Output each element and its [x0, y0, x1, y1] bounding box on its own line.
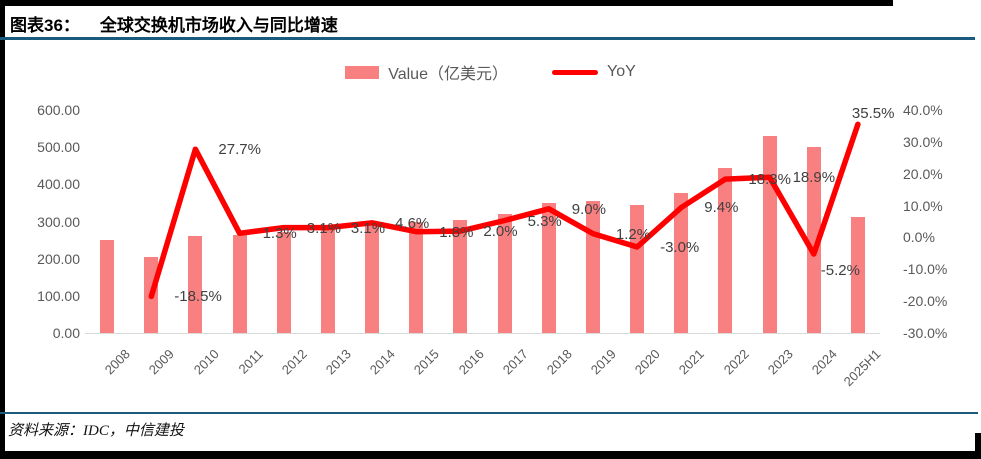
- yoy-data-label: 18.3%: [748, 171, 791, 189]
- left-axis-tick: 600.00: [37, 102, 80, 118]
- yoy-data-label: -3.0%: [660, 238, 700, 256]
- x-axis-label: 2019: [587, 346, 619, 378]
- x-axis-label: 2016: [455, 346, 487, 378]
- right-axis-tick: -10.0%: [903, 261, 948, 278]
- right-axis-tick: 0.0%: [903, 229, 935, 246]
- x-axis-label: 2025H1: [841, 346, 884, 390]
- yoy-data-label: 27.7%: [218, 141, 261, 159]
- yoy-data-label: 1.8%: [439, 223, 474, 241]
- value-bar-2010: [188, 236, 203, 333]
- value-bar-2020: [630, 205, 645, 333]
- x-axis-label: 2020: [631, 346, 663, 378]
- yoy-data-label: 5.3%: [527, 212, 562, 230]
- frame-right-border: [975, 433, 981, 459]
- value-bar-2019: [585, 201, 600, 333]
- yoy-data-label: 1.2%: [615, 225, 651, 243]
- frame-top-border: [0, 0, 893, 6]
- right-axis-tick: -20.0%: [903, 293, 948, 310]
- x-axis-label: 2022: [720, 346, 752, 378]
- left-axis-tick: 200.00: [37, 250, 80, 267]
- yoy-data-label: 4.6%: [395, 214, 430, 232]
- bar-swatch-icon: [345, 65, 380, 79]
- yoy-data-label: 18.9%: [792, 169, 836, 187]
- value-bar-2015: [409, 221, 424, 333]
- left-axis-tick: 100.00: [37, 287, 80, 304]
- x-axis-label: 2023: [764, 346, 796, 378]
- right-axis-tick: 20.0%: [903, 165, 943, 182]
- x-axis-label: 2017: [499, 346, 531, 378]
- x-axis-label: 2018: [543, 346, 575, 378]
- footer-divider-rule: [0, 412, 978, 414]
- source-note: 资料来源：IDC，中信建投: [8, 423, 184, 439]
- x-axis-label: 2014: [366, 346, 398, 378]
- x-axis-label: 2010: [190, 346, 222, 378]
- yoy-data-label: 35.5%: [851, 105, 895, 123]
- frame-bottom-border: [0, 451, 981, 459]
- figure-title: 全球交换机市场收入与同比增速: [99, 16, 338, 35]
- yoy-data-label: 9.4%: [704, 199, 739, 217]
- right-axis-tick: -30.0%: [903, 325, 948, 341]
- value-bar-2021: [674, 193, 689, 333]
- x-axis-label: 2024: [808, 346, 840, 378]
- x-axis-label: 2011: [235, 346, 266, 377]
- x-axis-baseline: [85, 333, 880, 334]
- x-axis-label: 2012: [278, 346, 310, 378]
- yoy-data-label: 3.1%: [350, 219, 386, 237]
- value-bar-2012: [276, 231, 291, 333]
- value-bar-2008: [100, 240, 115, 333]
- right-axis-tick: 10.0%: [903, 197, 943, 214]
- value-bar-2014: [365, 223, 380, 333]
- x-axis-label: 2021: [676, 346, 708, 378]
- title-divider-rule: [0, 37, 975, 40]
- value-bar-2023: [762, 136, 777, 333]
- frame-left-border: [0, 0, 5, 459]
- legend-label-yoy: YoY: [606, 63, 636, 80]
- x-axis-label: 2013: [322, 346, 354, 378]
- value-bar-2022: [718, 167, 733, 333]
- value-bar-2011: [232, 234, 247, 333]
- figure-title-row: 图表36： 全球交换机市场收入与同比增速: [10, 11, 338, 36]
- right-axis-tick: 40.0%: [903, 102, 943, 118]
- legend-item-value: Value（亿美元）: [345, 60, 508, 84]
- left-axis-tick: 300.00: [37, 213, 80, 230]
- x-axis-label: 2009: [146, 346, 178, 378]
- left-axis-tick: 400.00: [37, 176, 80, 193]
- yoy-data-label: 1.3%: [262, 225, 297, 243]
- right-axis-tick: 30.0%: [903, 133, 943, 150]
- left-axis-tick: 0.00: [52, 325, 80, 341]
- x-axis-label: 2008: [101, 346, 133, 378]
- x-axis-label: 2015: [411, 346, 443, 378]
- line-swatch-icon: [551, 69, 598, 75]
- figure-number-label: 图表36：: [10, 16, 80, 35]
- legend-item-yoy: YoY: [551, 63, 636, 81]
- legend-label-value: Value（亿美元）: [388, 66, 508, 83]
- yoy-data-label: 2.0%: [483, 223, 518, 241]
- yoy-data-label: 3.1%: [306, 219, 341, 237]
- yoy-data-label: 9.0%: [571, 200, 606, 218]
- chart-legend: Value（亿美元） YoY: [0, 60, 981, 84]
- value-bar-2013: [320, 228, 335, 333]
- value-bar-2009: [144, 257, 159, 333]
- yoy-data-label: -18.5%: [174, 288, 222, 306]
- left-axis-tick: 500.00: [37, 139, 80, 156]
- yoy-data-label: -5.2%: [820, 261, 860, 279]
